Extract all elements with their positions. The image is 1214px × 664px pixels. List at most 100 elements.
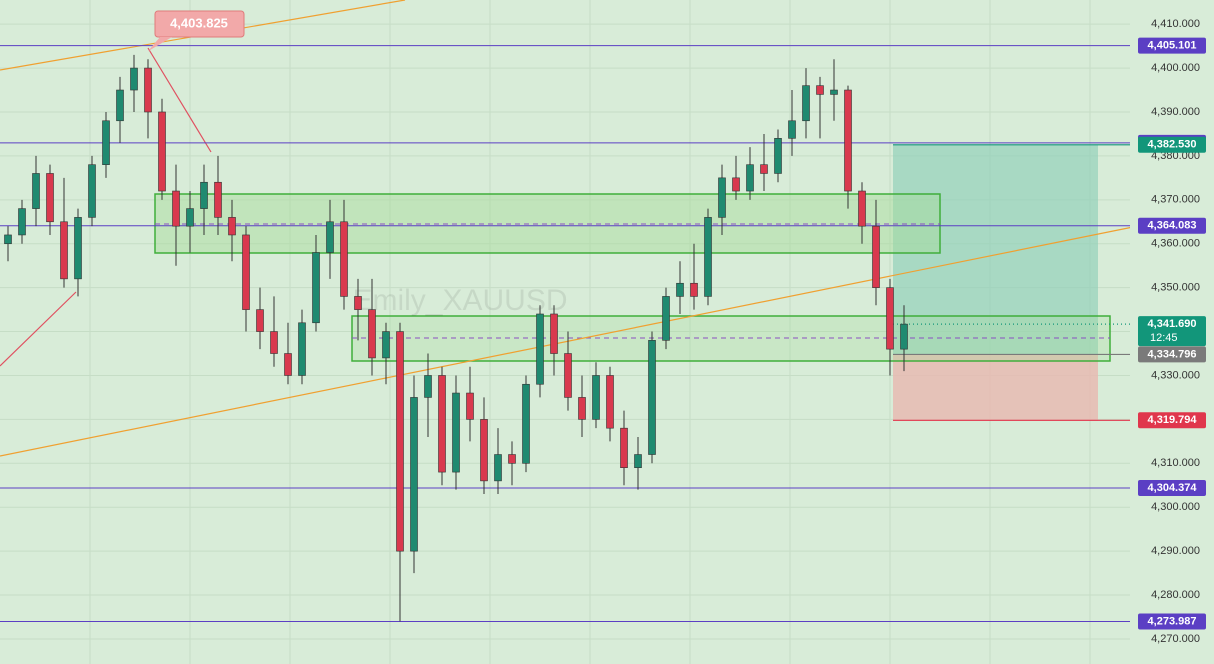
candle-body xyxy=(74,217,82,280)
y-tick-label: 4,300.000 xyxy=(1151,501,1200,513)
level-label: 4,334.796 xyxy=(1148,348,1197,360)
candle-body xyxy=(284,353,292,376)
candle-body xyxy=(690,282,698,297)
candle-body xyxy=(88,164,96,218)
level-label: 4,405.101 xyxy=(1148,40,1197,52)
candle-body xyxy=(578,397,586,420)
candle-body xyxy=(130,67,138,91)
candle-body xyxy=(480,419,488,482)
candle-body xyxy=(424,375,432,398)
level-label-box xyxy=(1138,346,1206,363)
candle-body xyxy=(886,287,894,350)
candles xyxy=(4,54,908,622)
candle-body xyxy=(634,454,642,468)
candle-body xyxy=(242,234,250,310)
candle-body xyxy=(172,190,180,227)
candle-body xyxy=(186,208,194,227)
candle-body xyxy=(648,340,656,455)
candle-body xyxy=(228,217,236,236)
candle-body xyxy=(844,89,852,192)
candle-body xyxy=(438,375,446,473)
candle-body xyxy=(830,89,838,95)
y-tick-label: 4,410.000 xyxy=(1151,18,1200,30)
candle-body xyxy=(396,331,404,552)
candle-body xyxy=(564,353,572,398)
candle-body xyxy=(760,164,768,174)
candle-body xyxy=(46,173,54,223)
countdown: 12:45 xyxy=(1150,332,1178,344)
candle-body xyxy=(732,177,740,192)
candle-body xyxy=(452,392,460,473)
candle-body xyxy=(858,190,866,227)
candle-body xyxy=(4,234,12,245)
level-labels: 4,405.1014,382.9654,382.5304,364.0834,34… xyxy=(148,10,1206,630)
candle-body xyxy=(718,177,726,218)
candle-body xyxy=(662,296,670,341)
y-tick-label: 4,330.000 xyxy=(1151,369,1200,381)
y-tick-label: 4,350.000 xyxy=(1151,282,1200,294)
candle-body xyxy=(158,111,166,192)
callout-box xyxy=(154,10,245,38)
candle-body xyxy=(214,181,222,218)
candle-body xyxy=(466,392,474,420)
candle-body xyxy=(18,208,26,236)
watermark: Emily_XAUUSD xyxy=(352,284,567,317)
candle-body xyxy=(382,331,390,359)
level-label: 4,364.083 xyxy=(1148,220,1197,232)
candle-body xyxy=(270,331,278,354)
candle-body xyxy=(900,323,908,350)
candle-body xyxy=(522,383,530,464)
trendline xyxy=(147,47,212,153)
candle-body xyxy=(32,173,40,209)
y-tick-label: 4,360.000 xyxy=(1151,238,1200,250)
candle-body xyxy=(788,120,796,139)
candle-body xyxy=(746,164,754,192)
candle-body xyxy=(298,322,306,376)
candle-body xyxy=(354,296,362,310)
candle-body xyxy=(704,217,712,297)
level-label: 4,319.794 xyxy=(1148,414,1198,426)
candle-body xyxy=(550,313,558,354)
candle-body xyxy=(508,454,516,464)
level-label-box xyxy=(1138,136,1206,153)
candle-body xyxy=(536,313,544,385)
callout-pointer xyxy=(148,37,172,52)
trendline xyxy=(0,291,77,367)
candle-body xyxy=(116,89,124,122)
candle-body xyxy=(676,282,684,297)
level-label: 4,304.374 xyxy=(1148,482,1198,494)
candle-body xyxy=(592,375,600,420)
candle-body xyxy=(606,375,614,429)
callout-label: 4,403.825 xyxy=(170,15,228,30)
candle-body xyxy=(802,85,810,122)
candle-body xyxy=(774,138,782,174)
loss-zone xyxy=(893,355,1098,421)
candle-body xyxy=(102,120,110,165)
level-label-box xyxy=(1138,217,1206,234)
level-label-box xyxy=(1138,412,1206,429)
level-label: 4,273.987 xyxy=(1148,615,1197,627)
candle-body xyxy=(312,252,320,324)
trendline xyxy=(0,225,1139,457)
candle-body xyxy=(368,309,376,359)
candle-body xyxy=(60,221,68,280)
candle-body xyxy=(620,427,628,468)
level-label-box xyxy=(1138,613,1206,630)
candle-body xyxy=(410,397,418,552)
candle-body xyxy=(256,309,264,332)
candle-body xyxy=(326,221,334,253)
y-tick-label: 4,290.000 xyxy=(1151,545,1200,557)
y-tick-label: 4,280.000 xyxy=(1151,589,1200,601)
y-tick-label: 4,370.000 xyxy=(1151,194,1200,206)
candle-body xyxy=(144,67,152,113)
y-tick-label: 4,400.000 xyxy=(1151,62,1200,74)
level-label: 4,382.530 xyxy=(1148,139,1197,151)
level-label-box xyxy=(1138,37,1206,54)
level-label: 4,341.690 xyxy=(1148,318,1197,330)
candle-body xyxy=(494,454,502,482)
candle-body xyxy=(816,85,824,95)
candle-body xyxy=(872,225,880,288)
level-label-box xyxy=(1138,316,1206,347)
